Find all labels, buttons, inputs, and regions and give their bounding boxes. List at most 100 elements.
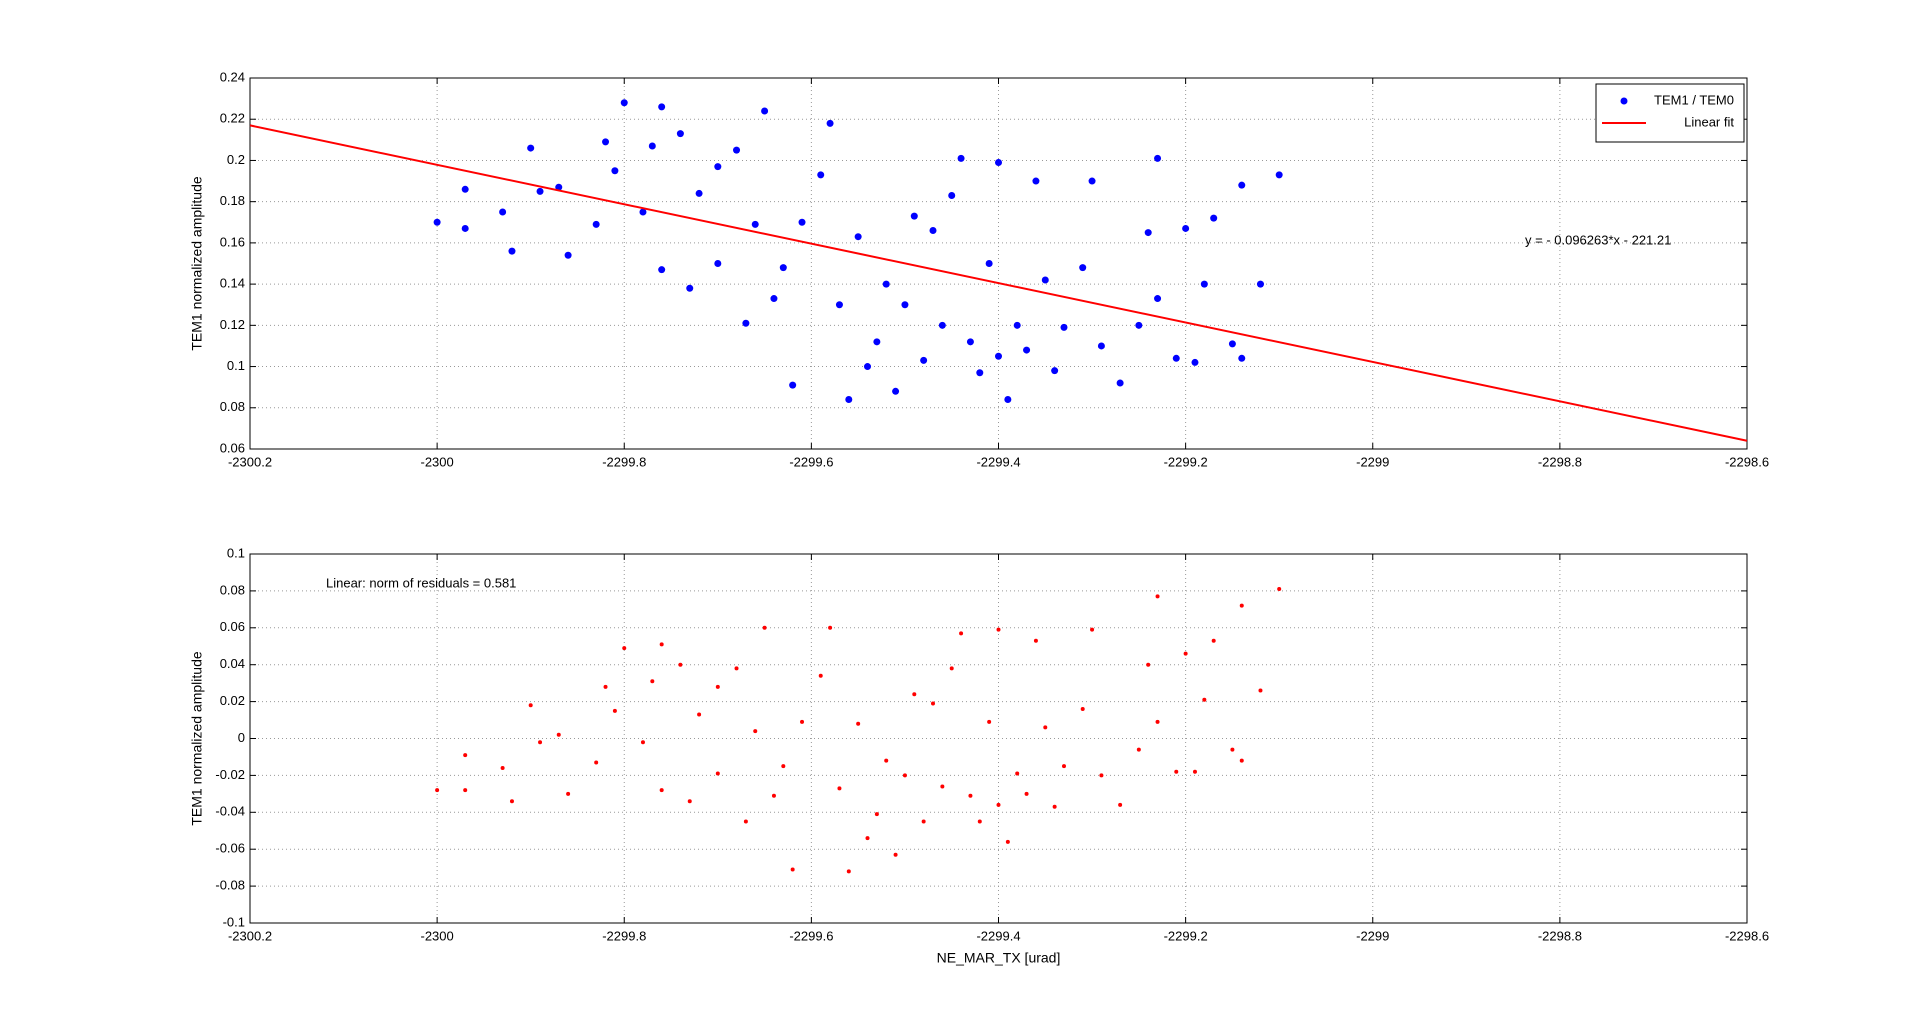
data-point — [893, 852, 898, 857]
data-point — [846, 869, 851, 874]
data-point — [564, 251, 572, 259]
legend-label: Linear fit — [1684, 114, 1734, 129]
data-point — [714, 163, 722, 171]
x-tick-label: -2298.6 — [1725, 454, 1769, 469]
data-point — [959, 631, 964, 636]
data-point — [770, 295, 778, 303]
data-point — [1238, 181, 1246, 189]
data-point — [1154, 154, 1162, 162]
data-point — [1032, 177, 1040, 185]
axes-frame — [249, 77, 1748, 450]
data-point — [845, 396, 853, 404]
data-point — [864, 363, 872, 371]
data-point — [995, 159, 1002, 167]
data-point — [461, 185, 469, 193]
x-tick-label: -2300.2 — [228, 454, 272, 469]
data-point — [695, 189, 703, 197]
data-point — [611, 167, 619, 175]
data-point — [528, 703, 533, 708]
residual-norm: Linear: norm of residuals = 0.581 — [326, 575, 516, 590]
data-point — [733, 146, 741, 154]
x-tick-label: -2299.8 — [602, 928, 646, 943]
data-point — [1146, 662, 1151, 667]
data-point — [742, 319, 750, 327]
y-tick-label: -0.1 — [223, 914, 245, 929]
data-point — [873, 338, 881, 346]
data-point — [1023, 346, 1031, 354]
data-point — [639, 208, 647, 216]
data-point — [1210, 214, 1218, 222]
data-point — [594, 760, 599, 765]
data-point — [1211, 638, 1216, 643]
data-point — [1135, 321, 1143, 329]
y-tick-label: -0.04 — [215, 804, 245, 819]
data-point — [435, 788, 440, 793]
data-point — [1144, 229, 1152, 237]
data-point — [995, 352, 1002, 360]
data-point — [499, 208, 507, 216]
data-point — [921, 819, 926, 824]
data-point — [1080, 706, 1085, 711]
fit-equation: y = - 0.096263*x - 221.21 — [1525, 232, 1671, 247]
data-point — [508, 247, 516, 255]
data-point — [753, 729, 758, 734]
y-tick-label: 0.24 — [220, 69, 245, 84]
y-tick-label: 0.06 — [220, 619, 245, 634]
data-point — [1183, 651, 1188, 656]
data-point — [1182, 224, 1190, 232]
data-point — [1256, 280, 1264, 288]
data-point — [828, 625, 833, 630]
data-point — [966, 338, 974, 346]
data-point — [1033, 638, 1038, 643]
y-tick-label: -0.06 — [215, 841, 245, 856]
data-point — [884, 758, 889, 763]
data-point — [771, 793, 776, 798]
x-tick-label: -2299.6 — [789, 928, 833, 943]
data-point — [603, 684, 608, 689]
axes-frame — [249, 553, 1748, 924]
data-point — [940, 784, 945, 789]
data-point — [1200, 280, 1208, 288]
x-tick-label: -2299.4 — [976, 454, 1020, 469]
data-point — [1005, 839, 1010, 844]
data-point — [676, 130, 684, 138]
data-point — [1239, 603, 1244, 608]
y-tick-label: 0.08 — [220, 399, 245, 414]
data-point — [734, 666, 739, 671]
x-tick-label: -2299.2 — [1164, 454, 1208, 469]
data-point — [1172, 354, 1180, 362]
legend-box — [1595, 83, 1745, 143]
data-point — [743, 819, 748, 824]
x-tick-label: -2298.8 — [1538, 928, 1582, 943]
data-point — [463, 788, 468, 793]
x-tick-label: -2298.6 — [1725, 928, 1769, 943]
y-tick-label: 0.14 — [220, 276, 245, 291]
data-point — [1174, 769, 1179, 774]
data-point — [987, 719, 992, 724]
x-tick-label: -2298.8 — [1538, 454, 1582, 469]
data-point — [536, 187, 544, 195]
data-point — [762, 625, 767, 630]
data-point — [463, 753, 468, 758]
x-tick-label: -2300 — [421, 928, 454, 943]
data-point — [715, 771, 720, 776]
data-point — [714, 260, 722, 267]
data-point — [538, 740, 543, 745]
y-axis-label: TEM1 normalized amplitude — [189, 651, 205, 826]
data-point — [818, 673, 823, 678]
x-tick-label: -2299.4 — [976, 928, 1020, 943]
data-point — [556, 732, 561, 737]
data-point — [648, 142, 656, 150]
data-point — [996, 627, 1001, 632]
data-point — [620, 99, 628, 107]
data-point — [659, 788, 664, 793]
data-point — [686, 284, 694, 292]
data-point — [892, 387, 900, 395]
data-point — [910, 212, 918, 220]
y-axis-label: TEM1 normalized amplitude — [189, 176, 205, 351]
data-point — [1155, 594, 1160, 599]
x-tick-label: -2299 — [1356, 928, 1389, 943]
data-point — [798, 218, 806, 226]
data-point — [1060, 323, 1068, 331]
